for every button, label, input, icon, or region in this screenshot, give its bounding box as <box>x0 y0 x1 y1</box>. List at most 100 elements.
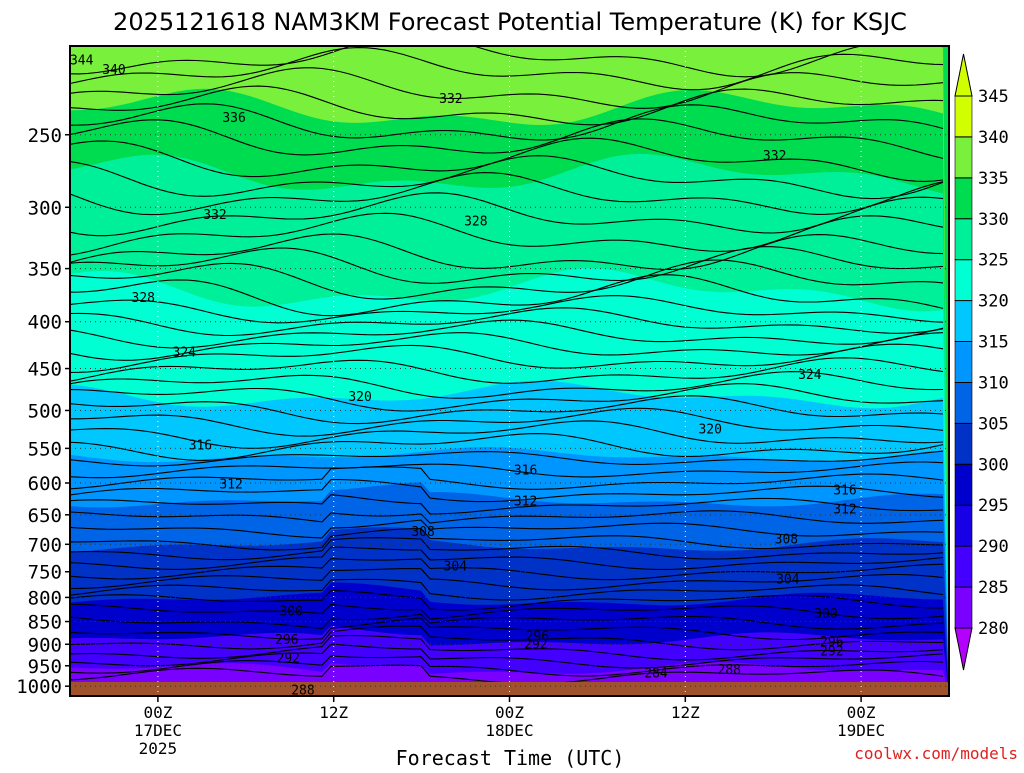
y-tick-label: 450 <box>28 359 62 381</box>
isentrope-line <box>70 407 944 437</box>
isentrope-line <box>70 546 944 570</box>
y-tick-label: 800 <box>28 587 62 609</box>
colorbar-segment <box>954 259 973 301</box>
y-tick-label: 850 <box>28 612 62 634</box>
isentrope-label: 336 <box>222 111 245 126</box>
isentrope-label: 340 <box>102 63 125 78</box>
isentrope-line <box>70 259 944 300</box>
colorbar-label: 345 <box>978 87 1009 107</box>
isentrope-line <box>70 319 944 349</box>
ground-surface <box>70 682 949 696</box>
colorbar-label: 290 <box>978 537 1009 557</box>
colorbar-label: 315 <box>978 333 1009 353</box>
isentrope-label: 296 <box>275 633 298 648</box>
colorbar-segment <box>954 136 973 179</box>
isentrope-line <box>70 295 944 324</box>
colorbar-segment <box>954 382 973 424</box>
isentrope-line <box>70 371 944 399</box>
isentrope-label: 284 <box>644 666 668 681</box>
colorbar-label: 305 <box>978 414 1009 434</box>
isentrope-label: 332 <box>763 149 786 164</box>
isentrope-label: 332 <box>203 208 226 223</box>
isentrope-line <box>70 537 944 561</box>
colorbar-label: 310 <box>978 373 1009 393</box>
isentrope-label: 292 <box>524 637 547 652</box>
isentrope-line <box>70 643 944 669</box>
isentrope-line <box>70 655 944 677</box>
isentrope-line <box>70 510 944 524</box>
isentrope-line <box>70 85 944 126</box>
isentrope-label: 332 <box>439 92 462 107</box>
isentrope-contours <box>70 46 944 685</box>
credit-text: coolwx.com/models <box>854 744 1018 763</box>
isentrope-label: 344 <box>70 54 94 69</box>
isentrope-line <box>70 558 944 581</box>
isentrope-line <box>70 420 944 449</box>
x-tick-label: 12Z <box>319 703 348 722</box>
isentrope-line <box>70 103 944 141</box>
isentrope-line <box>70 578 944 601</box>
isentrope-label: 316 <box>189 439 212 454</box>
isentrope-label: 296 <box>820 635 843 650</box>
x-tick-date: 19DEC <box>837 721 885 740</box>
isentrope-line <box>70 155 944 200</box>
isentrope-line <box>70 568 944 591</box>
isentrope-line <box>70 274 944 317</box>
isentrope-label: 328 <box>464 214 487 229</box>
y-tick-label: 700 <box>28 534 62 556</box>
colorbar-arrow-top <box>954 53 973 97</box>
isentrope-label: 320 <box>348 390 371 405</box>
colorbar-label: 335 <box>978 169 1009 189</box>
y-tick-label: 900 <box>28 634 62 656</box>
colorbar-label: 340 <box>978 128 1009 148</box>
x-tick-label: 12Z <box>671 703 700 722</box>
x-tick-date: 18DEC <box>485 721 533 740</box>
isentrope-line <box>70 343 944 373</box>
isentrope-line <box>70 589 944 611</box>
colorbar-segment <box>954 95 973 138</box>
isentrope-line <box>70 47 944 91</box>
colorbar-label: 295 <box>978 496 1009 516</box>
y-tick-label: 500 <box>28 400 62 422</box>
isentrope-label: 312 <box>219 478 242 493</box>
y-tick-label: 750 <box>28 562 62 584</box>
isentrope-line <box>70 527 944 551</box>
x-tick-label: 00Z <box>143 703 172 722</box>
colorbar-arrow-bottom <box>954 627 973 671</box>
colorbar-segment <box>954 218 973 260</box>
isentrope-line <box>70 635 944 661</box>
colorbar-segment <box>954 300 973 342</box>
isentrope-line <box>70 479 944 503</box>
isentrope-line <box>70 307 944 337</box>
colorbar-label: 300 <box>978 455 1009 475</box>
y-tick-label: 600 <box>28 473 62 495</box>
isentrope-line <box>70 172 944 216</box>
isentrope-line <box>70 433 944 461</box>
isentrope-label: 324 <box>798 368 822 383</box>
isentrope-label: 296 <box>526 629 549 644</box>
isentrope-label: 320 <box>698 422 721 437</box>
colorbar-label: 280 <box>978 619 1009 639</box>
isentrope-line <box>70 137 944 182</box>
x-tick-year: 2025 <box>139 739 178 758</box>
isentrope-line <box>70 625 943 651</box>
y-tick-label: 250 <box>28 125 62 147</box>
isentrope-label: 308 <box>411 525 434 540</box>
y-tick-label: 950 <box>28 656 62 678</box>
isentrope-line <box>70 461 944 479</box>
grid-lines <box>70 46 949 696</box>
colorbar-label: 325 <box>978 251 1009 271</box>
colorbar-segment <box>954 177 973 220</box>
colorbar-segment <box>954 545 973 588</box>
isentrope-line <box>70 118 944 159</box>
y-tick-label: 1000 <box>16 676 62 698</box>
y-tick-label: 300 <box>28 197 62 219</box>
y-tick-label: 550 <box>28 438 62 460</box>
colorbar-label: 320 <box>978 292 1009 312</box>
isentrope-line <box>70 233 944 271</box>
isentrope-line <box>70 395 944 425</box>
isentrope-line <box>70 519 944 539</box>
x-tick-date: 17DEC <box>134 721 182 740</box>
isentrope-label: 300 <box>814 607 837 622</box>
